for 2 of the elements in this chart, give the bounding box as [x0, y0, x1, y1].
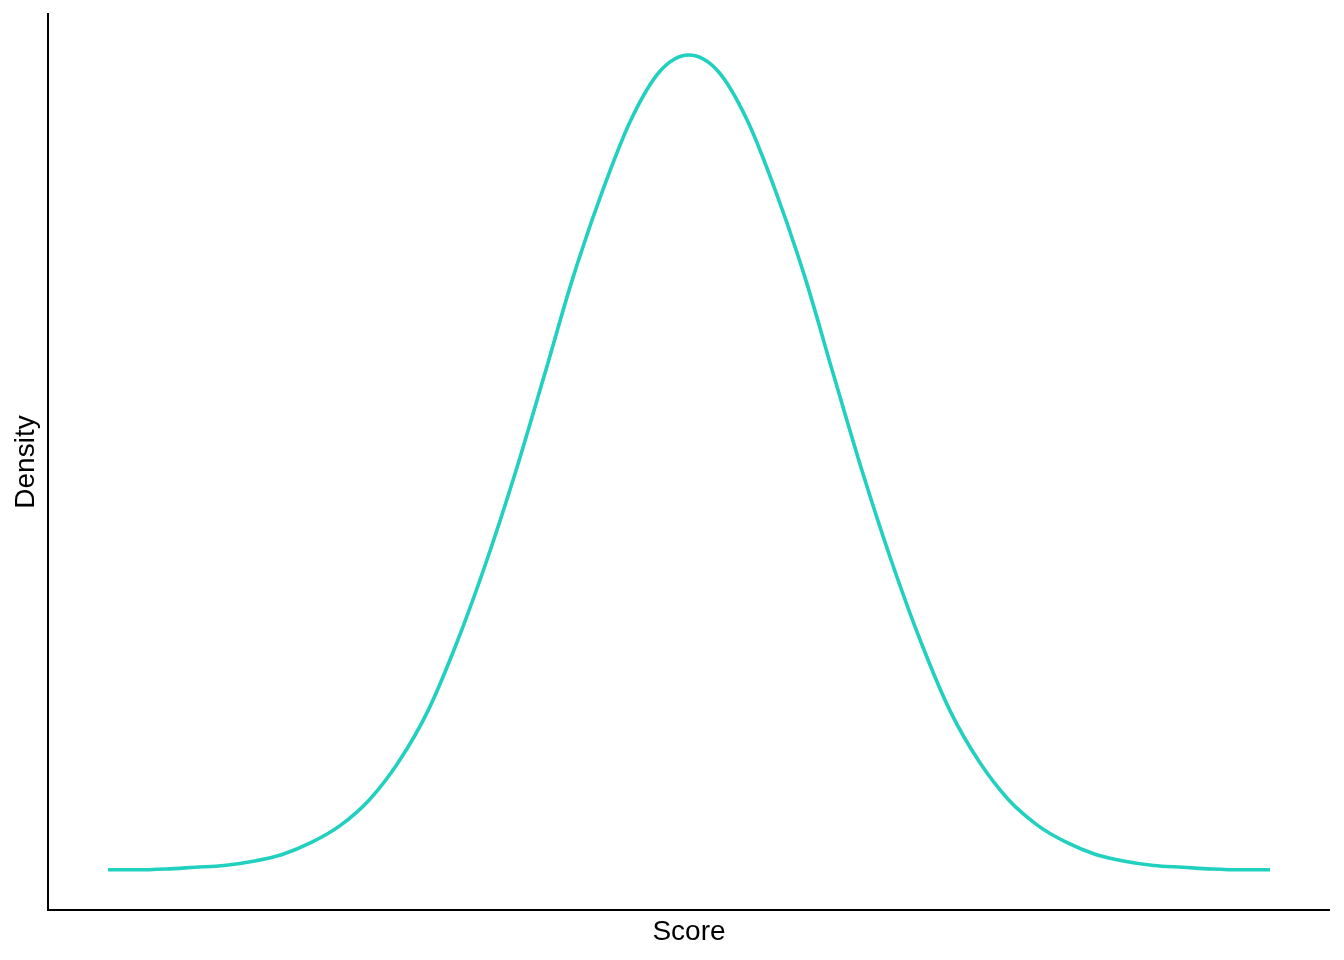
x-axis-title: Score [652, 915, 726, 946]
y-axis-title: Density [9, 415, 40, 509]
